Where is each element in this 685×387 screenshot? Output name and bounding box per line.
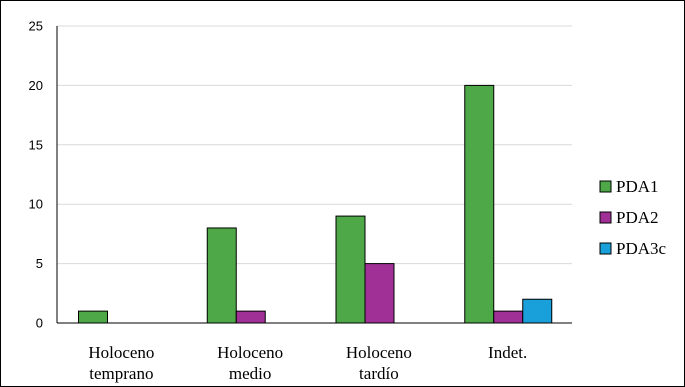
x-tick-label: tardío [359,364,399,383]
y-tick-label: 25 [29,19,43,34]
x-tick-label: Holoceno [346,343,412,362]
legend-label-pda3c: PDA3c [616,239,667,258]
legend-label-pda2: PDA2 [616,208,659,227]
x-tick-label: Indet. [488,343,527,362]
x-tick-label: Holoceno [88,343,154,362]
y-tick-label: 10 [29,197,43,212]
bar-pda1-1 [206,227,237,324]
legend-label-pda1: PDA1 [616,177,659,196]
x-tick-label: Holoceno [217,343,283,362]
y-tick-label: 0 [36,316,43,331]
legend-swatch-pda1 [599,180,612,193]
y-tick-label: 15 [29,137,43,152]
y-tick-label: 20 [29,78,43,93]
legend: PDA1 PDA2 PDA3c [599,177,667,258]
x-tick-labels: Holoceno temprano Holoceno medio Holoceno tar… [88,343,527,383]
y-tick-label: 5 [36,256,43,271]
legend-swatch-pda3c [599,242,612,255]
legend-swatch-pda2 [599,211,612,224]
bar-pda3c-3 [522,298,553,324]
bar-pda2-1 [235,310,266,324]
bar-pda1-3 [464,84,495,324]
bars [78,84,553,324]
x-tick-label: medio [229,364,272,383]
bar-pda1-2 [335,215,366,324]
x-tick-label: temprano [89,364,153,383]
bar-pda1-0 [78,310,108,324]
y-tick-labels: 0 5 10 15 20 25 [29,19,43,331]
bar-pda2-2 [364,263,395,324]
bar-pda2-3 [493,310,524,324]
gridlines [57,25,572,265]
axes [56,26,572,324]
